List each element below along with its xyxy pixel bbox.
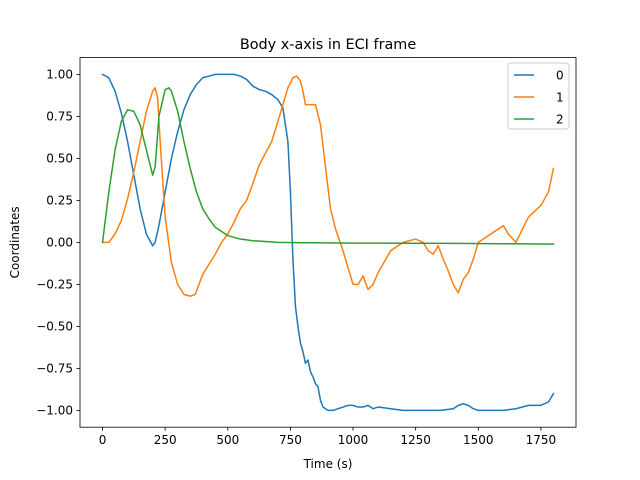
y-tick-label: −1.00 xyxy=(36,404,73,418)
x-tick-label: 1750 xyxy=(526,433,557,447)
y-tick-label: −0.25 xyxy=(36,278,73,292)
legend-box xyxy=(507,62,570,130)
legend-label-0: 0 xyxy=(556,68,564,82)
x-axis-label: Time (s) xyxy=(303,457,353,471)
y-tick-label: 1.00 xyxy=(46,68,73,82)
series-layer xyxy=(101,73,555,412)
legend-label-2: 2 xyxy=(556,112,564,126)
series-line-0 xyxy=(101,73,555,412)
x-tick-label: 0 xyxy=(99,433,107,447)
y-tick-label: 0.50 xyxy=(46,152,73,166)
y-tick-label: −0.75 xyxy=(36,362,73,376)
y-axis-ticks: −1.00 −0.75 −0.50 −0.25 0.00 0.25 0.50 0.75 1.00 xyxy=(36,68,80,418)
x-tick-label: 500 xyxy=(216,433,239,447)
chart-title: Body x-axis in ECI frame xyxy=(240,37,416,53)
legend-label-1: 1 xyxy=(556,90,564,104)
x-tick-label: 750 xyxy=(279,433,302,447)
x-axis-ticks: 0 250 500 750 1000 1250 1500 1750 xyxy=(99,427,556,447)
y-tick-label: −0.50 xyxy=(36,320,73,334)
series-line-1 xyxy=(101,75,555,297)
x-tick-label: 1000 xyxy=(338,433,369,447)
y-tick-label: 0.25 xyxy=(46,194,73,208)
y-tick-label: 0.75 xyxy=(46,110,73,124)
x-tick-label: 1500 xyxy=(463,433,494,447)
series-line-2 xyxy=(101,87,555,245)
y-tick-label: 0.00 xyxy=(46,236,73,250)
legend: 0 1 2 xyxy=(507,62,570,130)
y-axis-label: Coordinates xyxy=(8,206,22,278)
x-tick-label: 1250 xyxy=(400,433,431,447)
legend-entries: 0 1 2 xyxy=(514,68,564,126)
x-tick-label: 250 xyxy=(154,433,177,447)
